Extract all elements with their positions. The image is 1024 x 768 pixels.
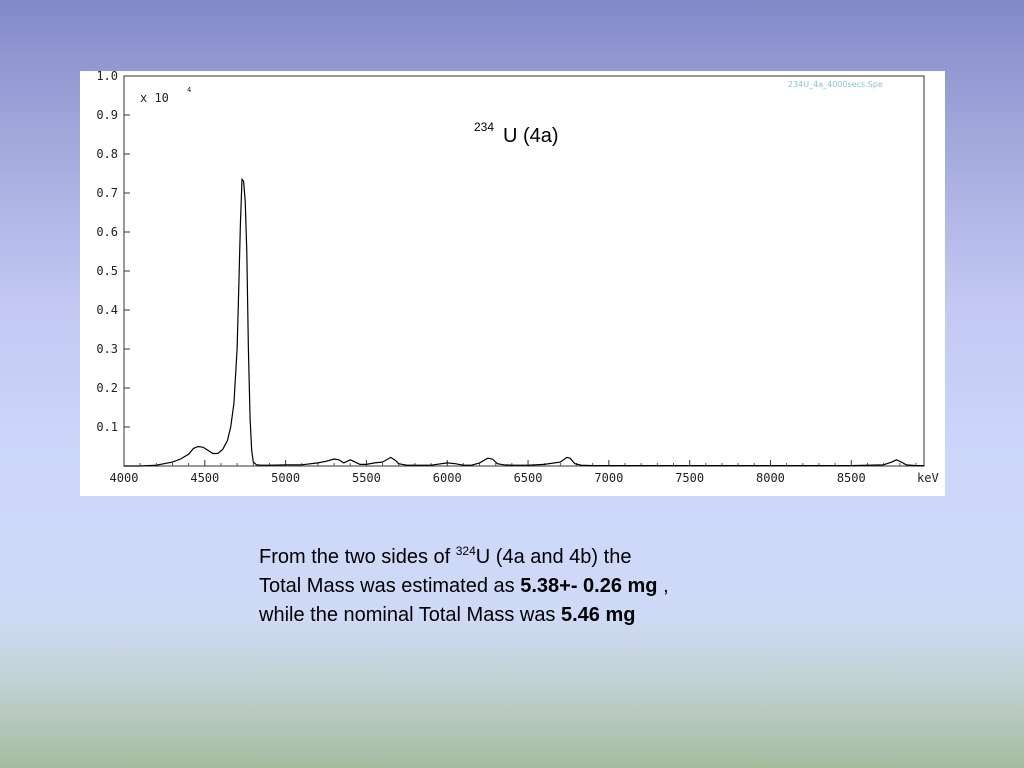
x-tick-label: 6500 <box>514 471 543 485</box>
spectrum-line <box>124 177 924 467</box>
y-tick-label: 0.1 <box>96 420 118 434</box>
spectrum-panel: 0.1 0.2 0.3 0.4 0.5 0.6 0.7 0.8 0.9 1.0 4000 4500 5… <box>80 71 945 496</box>
y-tick-label: 0.3 <box>96 342 118 356</box>
x-tick-label: 8500 <box>837 471 866 485</box>
y-multiplier: x 10 <box>140 91 169 105</box>
y-tick-label: 0.2 <box>96 381 118 395</box>
file-label: 234U_4a_4000secs.Spe <box>788 80 883 89</box>
x-tick-label: 4500 <box>190 471 219 485</box>
caption-line-2: Total Mass was estimated as 5.38+- 0.26 … <box>259 572 819 601</box>
x-tick-label: 7500 <box>675 471 704 485</box>
x-axis-ticks: 4000 4500 5000 5500 6000 6500 7000 7500 8000 8500 <box>110 460 917 485</box>
x-tick-label: 6000 <box>433 471 462 485</box>
y-tick-label: 1.0 <box>96 71 118 83</box>
chart-title: U (4a) <box>503 125 559 147</box>
x-unit-label: keV <box>917 471 939 485</box>
x-tick-label: 4000 <box>110 471 139 485</box>
nominal-mass: 5.46 mg <box>561 604 636 626</box>
y-multiplier-exponent: 4 <box>187 86 191 94</box>
y-tick-label: 0.8 <box>96 147 118 161</box>
caption-text: From the two sides of 324U (4a and 4b) t… <box>259 543 819 630</box>
caption-line-1: From the two sides of 324U (4a and 4b) t… <box>259 543 819 572</box>
caption-text-a: From the two sides of <box>259 546 456 568</box>
y-tick-label: 0.4 <box>96 303 118 317</box>
x-tick-label: 5500 <box>352 471 381 485</box>
caption-isotope-sup: 324 <box>455 544 476 558</box>
y-axis-ticks: 0.1 0.2 0.3 0.4 0.5 0.6 0.7 0.8 0.9 1.0 <box>96 71 130 434</box>
caption-text-c: Total Mass was estimated as <box>259 575 521 597</box>
caption-text-d: , <box>657 575 669 597</box>
y-tick-label: 0.5 <box>96 264 118 278</box>
y-tick-label: 0.7 <box>96 186 118 200</box>
y-tick-label: 0.6 <box>96 225 118 239</box>
caption-line-3: while the nominal Total Mass was 5.46 mg <box>259 601 819 630</box>
estimated-mass: 5.38+- 0.26 mg <box>520 575 658 597</box>
y-tick-label: 0.9 <box>96 108 118 122</box>
caption-text-b: U (4a and 4b) the <box>475 546 632 568</box>
x-tick-label: 8000 <box>756 471 785 485</box>
x-tick-label: 5000 <box>271 471 300 485</box>
x-tick-label: 7000 <box>594 471 623 485</box>
chart-title-sup: 234 <box>474 120 494 134</box>
spectrum-chart: 0.1 0.2 0.3 0.4 0.5 0.6 0.7 0.8 0.9 1.0 4000 4500 5… <box>96 71 939 485</box>
caption-text-e: while the nominal Total Mass was <box>259 604 561 626</box>
